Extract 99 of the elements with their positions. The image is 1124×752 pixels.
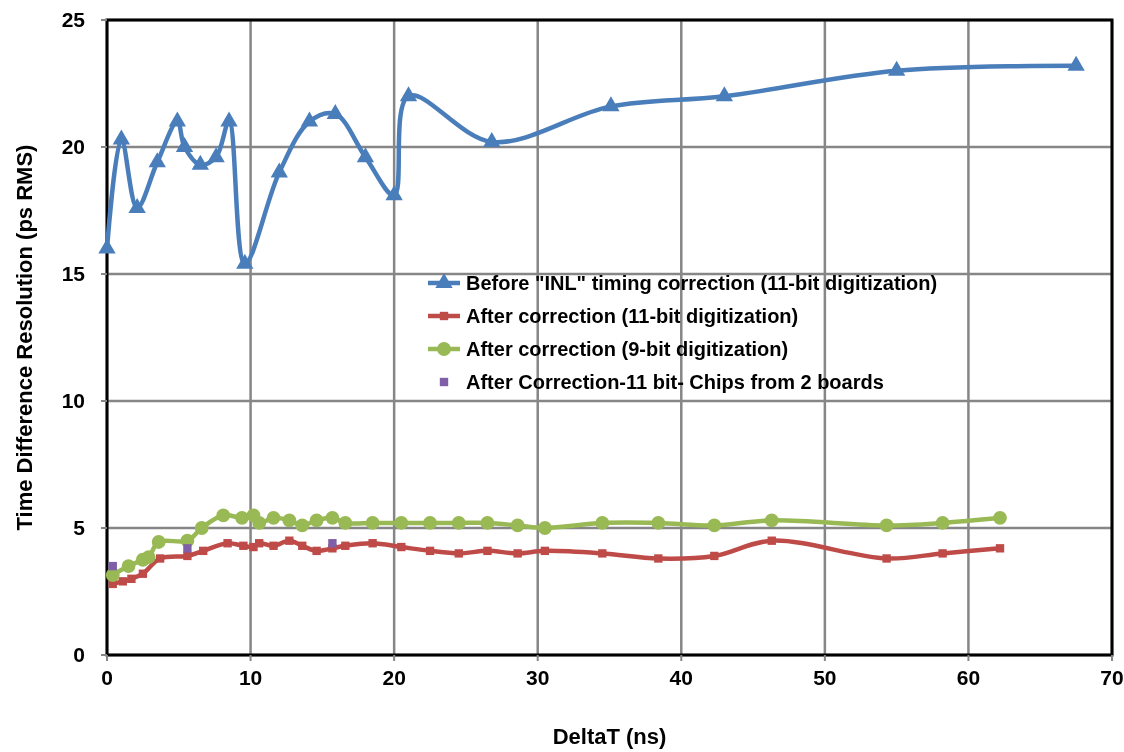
point [235, 510, 249, 525]
point [183, 551, 192, 561]
point [183, 544, 192, 553]
point [141, 550, 156, 565]
point [879, 518, 894, 533]
point [199, 546, 208, 556]
point [118, 577, 127, 586]
point [651, 516, 666, 530]
point [425, 546, 435, 556]
point [394, 516, 409, 530]
x-axis-title: DeltaT (ns) [552, 724, 667, 749]
point [239, 541, 248, 550]
legend-label: After correction (9-bit digitization) [466, 338, 789, 360]
point [298, 541, 307, 550]
point [326, 103, 344, 119]
point [255, 539, 264, 548]
y-tick-label: 20 [61, 135, 85, 158]
point [285, 536, 294, 545]
point [385, 185, 403, 201]
x-tick-label: 60 [956, 666, 981, 689]
point [537, 521, 552, 535]
point [328, 539, 337, 548]
point [399, 86, 418, 102]
point [368, 539, 377, 548]
point [236, 253, 254, 269]
point [148, 152, 166, 168]
point [598, 549, 607, 558]
point [1067, 55, 1085, 71]
point [995, 544, 1005, 553]
point [252, 516, 267, 530]
point [356, 147, 375, 163]
point [155, 554, 165, 563]
x-tick-label: 70 [1100, 666, 1124, 689]
point [108, 561, 117, 571]
point [270, 162, 288, 178]
point [887, 60, 906, 76]
point [269, 541, 278, 550]
point [480, 516, 495, 530]
x-tick-label: 50 [813, 666, 837, 689]
point [341, 541, 350, 550]
x-tick-label: 0 [101, 666, 113, 689]
point [715, 86, 734, 102]
point [513, 549, 522, 558]
point [300, 111, 319, 127]
point [602, 96, 620, 112]
point [112, 129, 131, 145]
point [540, 546, 550, 556]
point [935, 516, 950, 530]
point [764, 513, 779, 528]
y-axis-title: Time Difference Resolution (ps RMS) [12, 144, 37, 531]
y-tick-label: 10 [61, 389, 85, 412]
point [483, 131, 501, 147]
point [654, 554, 663, 563]
point [510, 518, 525, 533]
x-tick-label: 10 [238, 666, 263, 689]
point [295, 518, 310, 533]
point [338, 516, 353, 530]
x-tick-label: 30 [526, 666, 550, 689]
point [710, 551, 719, 561]
y-tick-label: 15 [61, 262, 86, 285]
point [191, 154, 209, 170]
point [194, 521, 209, 535]
point [483, 546, 492, 556]
point [175, 137, 194, 152]
y-tick-label: 25 [61, 8, 86, 31]
point [595, 516, 610, 530]
x-tick-label: 40 [669, 666, 693, 689]
point [365, 516, 380, 530]
point [223, 539, 232, 548]
point [138, 569, 148, 578]
point [451, 516, 466, 530]
point [938, 549, 947, 558]
y-tick-label: 5 [73, 516, 86, 539]
point [282, 513, 297, 528]
point [121, 559, 136, 573]
point [168, 111, 187, 127]
point [325, 510, 340, 525]
legend-label: Before "INL" timing correction (11-bit digitization) [466, 272, 938, 294]
point [127, 574, 136, 583]
point [216, 508, 231, 523]
point [423, 516, 437, 530]
point [312, 546, 321, 556]
point [454, 549, 463, 558]
point [151, 535, 166, 549]
point [397, 542, 406, 552]
point [993, 510, 1007, 525]
point [882, 554, 891, 563]
point [266, 510, 281, 525]
point [207, 147, 225, 163]
point [220, 111, 238, 127]
point [105, 568, 120, 582]
point [128, 197, 146, 213]
x-tick-label: 20 [382, 666, 406, 689]
point [767, 536, 776, 545]
point [707, 518, 722, 533]
legend-label: After Correction-11 bit- Chips from 2 boards [466, 371, 884, 393]
legend-label: After correction (11-bit digitization) [466, 305, 799, 327]
point [309, 513, 324, 528]
y-tick-label: 0 [73, 643, 85, 666]
